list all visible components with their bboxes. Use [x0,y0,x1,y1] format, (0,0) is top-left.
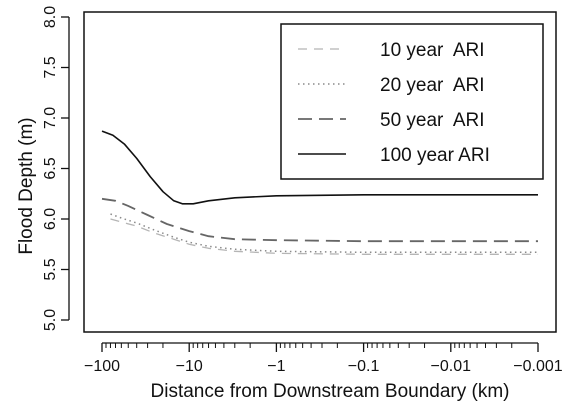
y-axis-title: Flood Depth (m) [16,117,37,254]
y-tick-label: 6.0 [42,208,59,230]
x-axis: −100 −10 −1 −0.1 −0.01 −0.001 [84,342,563,375]
legend-label: 100 year ARI [380,145,490,166]
x-tick-label: −0.1 [348,358,380,375]
series-line [101,130,538,205]
y-tick-label: 7.0 [42,107,59,129]
x-tick-label: −1 [267,358,285,375]
legend-box [280,23,544,180]
y-tick-label: 5.5 [42,258,59,280]
series-layer [101,130,538,255]
y-tick-label: 5.0 [42,309,59,331]
x-tick-label: −0.01 [431,358,472,375]
x-tick-label: −10 [176,358,203,375]
x-axis-title: Distance from Downstream Boundary (km) [151,381,510,402]
y-tick-label: 8.0 [42,6,59,28]
x-tick-label: −0.001 [513,358,562,375]
plot-frame [83,11,557,333]
legend-label: 50 year ARI [380,110,485,131]
legend: 10 year ARI 20 year ARI 50 year ARI 100 yea… [280,23,544,180]
series-line [110,213,538,254]
y-tick-label: 6.5 [42,157,59,179]
y-axis: 5.0 5.5 6.0 6.5 7.0 7.5 8.0 [42,6,70,331]
x-tick-label: −100 [84,358,120,375]
series-line [110,218,538,255]
series-line [101,197,538,243]
legend-label: 20 year ARI [380,75,485,96]
legend-label: 10 year ARI [380,40,485,61]
y-tick-label: 7.5 [42,56,59,78]
